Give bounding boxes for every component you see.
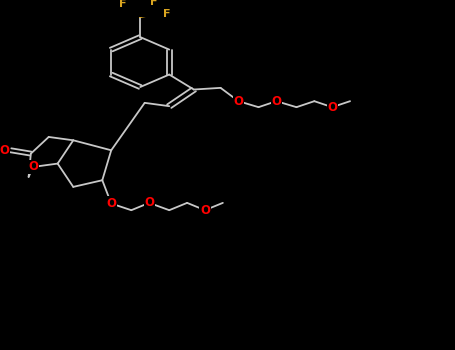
Text: O: O	[106, 197, 116, 210]
Text: O: O	[233, 95, 243, 108]
Text: F: F	[163, 9, 171, 19]
Text: O: O	[271, 95, 281, 108]
Text: F: F	[119, 0, 126, 9]
Text: O: O	[144, 196, 154, 209]
Text: O: O	[0, 144, 9, 157]
Text: O: O	[28, 160, 38, 173]
Text: F: F	[150, 0, 157, 7]
Text: O: O	[200, 204, 210, 217]
Text: O: O	[327, 101, 337, 114]
